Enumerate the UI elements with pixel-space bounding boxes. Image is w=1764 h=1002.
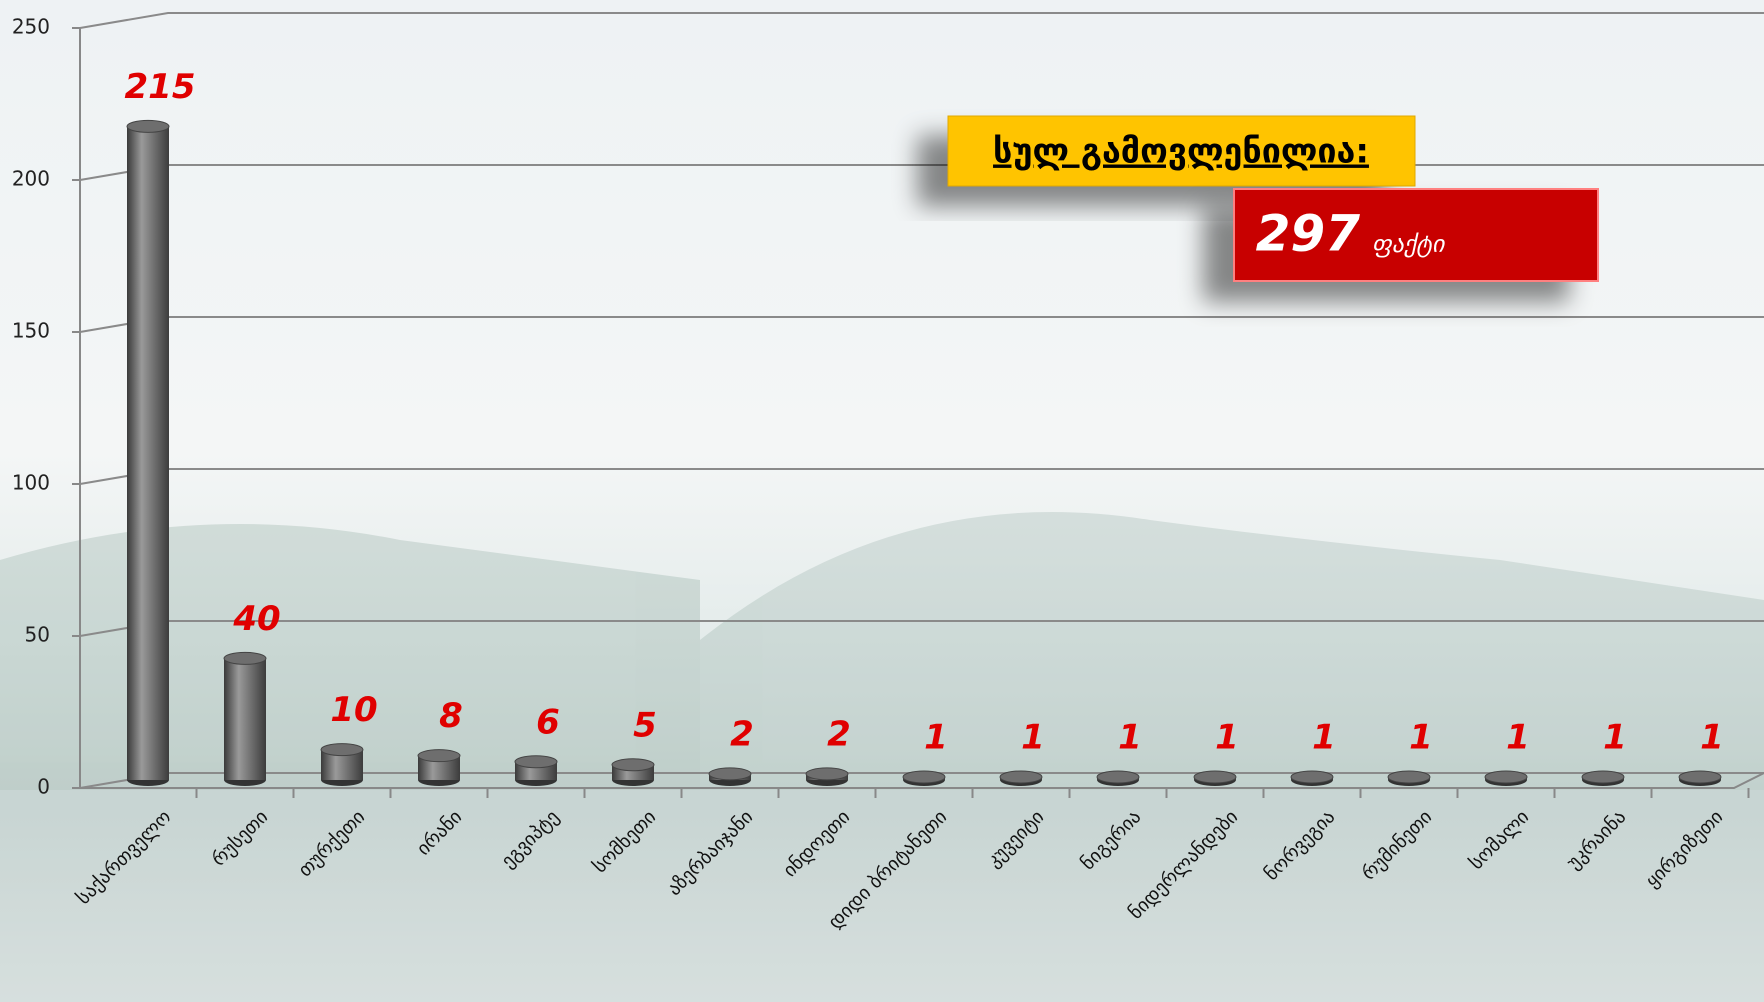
- total-value: 297: [1256, 205, 1361, 263]
- value-label: 215: [125, 67, 196, 107]
- value-label: 1: [1021, 717, 1045, 757]
- bar-cap: [417, 749, 461, 763]
- bar-cap: [320, 743, 364, 757]
- bar-cap: [1387, 770, 1431, 784]
- total-box: სულ გამოვლენილია: 297 ფაქტი: [947, 115, 1599, 282]
- bars: 215 40 10 8 6 5 2 2 1 1 1 1 1 1 1 1 1: [125, 67, 1724, 786]
- bar: [127, 126, 169, 780]
- grid-line: [79, 316, 1764, 333]
- grid-line: [79, 12, 1764, 29]
- y-tick-label: 100: [12, 471, 50, 495]
- y-tick-label: 200: [12, 167, 50, 191]
- value-label: 1: [1603, 717, 1627, 757]
- bar-cap: [708, 767, 752, 781]
- value-label: 10: [330, 690, 377, 730]
- bar-cap: [126, 119, 170, 133]
- floor-front: [80, 772, 1764, 789]
- bar-cap: [805, 767, 849, 781]
- annotation-box: [947, 115, 1416, 187]
- value-label: 1: [924, 717, 948, 757]
- value-label: 1: [1700, 717, 1724, 757]
- value-label: 8: [439, 696, 463, 736]
- value-label: 1: [1312, 717, 1336, 757]
- y-tick-label: 250: [12, 15, 50, 39]
- bar-cap: [1096, 770, 1140, 784]
- value-label: 1: [1409, 717, 1433, 757]
- value-label: 40: [232, 599, 280, 639]
- bar-cap: [1290, 770, 1334, 784]
- bar-cap: [1193, 770, 1237, 784]
- bar-cap: [1678, 770, 1722, 784]
- bar-cap: [223, 651, 267, 665]
- bar-cap: [514, 755, 558, 769]
- bar-cap: [902, 770, 946, 784]
- annotation: სულ გამოვლენილია:: [993, 132, 1369, 172]
- bar-cap: [1484, 770, 1528, 784]
- value-label: 5: [633, 705, 657, 745]
- value-label: 1: [1118, 717, 1142, 757]
- y-tick-label: 150: [12, 319, 50, 343]
- bar-cap: [611, 758, 655, 772]
- value-label: 2: [730, 714, 754, 754]
- grid-line: [79, 164, 1764, 181]
- bar-cap: [1581, 770, 1625, 784]
- y-tick-label: 0: [37, 775, 50, 799]
- bar-cap: [999, 770, 1043, 784]
- value-label: 6: [536, 702, 560, 742]
- total-unit: ფაქტი: [1372, 230, 1446, 258]
- value-label: 2: [827, 714, 851, 754]
- background-building: [0, 512, 1764, 1002]
- y-tick-label: 50: [25, 623, 50, 647]
- value-label: 1: [1215, 717, 1239, 757]
- value-label: 1: [1506, 717, 1530, 757]
- bar: [224, 658, 266, 780]
- grid-line: [79, 468, 1764, 485]
- total-box-bg: [1233, 188, 1599, 282]
